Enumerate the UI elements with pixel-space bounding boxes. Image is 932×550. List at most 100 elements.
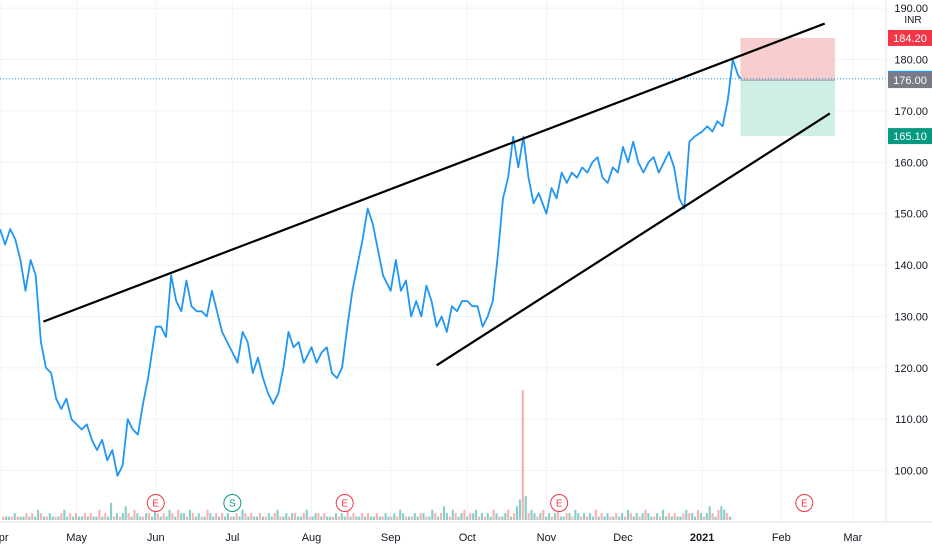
- price-series-line[interactable]: [0, 58, 742, 477]
- position-box[interactable]: [740, 37, 835, 137]
- volume-bar: [241, 509, 244, 520]
- volume-bar: [548, 513, 551, 520]
- volume-bar: [221, 513, 224, 520]
- event-marker[interactable]: E: [146, 494, 165, 512]
- volume-bar: [77, 516, 81, 520]
- volume-bar: [577, 513, 580, 520]
- volume-bar: [521, 390, 524, 520]
- volume-bar: [688, 513, 691, 520]
- volume-bar: [504, 513, 507, 520]
- volume-bar: [594, 509, 597, 520]
- volume-bar: [340, 513, 343, 520]
- volume-bar: [112, 516, 116, 520]
- price-tag-bg: [888, 29, 932, 46]
- volume-bar: [98, 509, 101, 520]
- volume-bar: [574, 509, 577, 520]
- x-tick-label: May: [66, 532, 87, 544]
- volume-bar: [51, 516, 54, 520]
- volume-bar: [200, 516, 203, 520]
- volume-bar: [539, 513, 542, 520]
- volume-bar: [323, 513, 326, 520]
- trendline-layer[interactable]: [43, 22, 831, 367]
- take-profit-zone[interactable]: [740, 80, 835, 137]
- grid-layer: [0, 0, 886, 522]
- volume-bar: [524, 496, 527, 520]
- volume-bar: [361, 513, 364, 520]
- time-axis[interactable]: Apr May Jun Jul Aug Sep Oct Nov Dec 2021 Feb Mar: [0, 521, 932, 544]
- volume-bar: [288, 516, 291, 520]
- volume-bar: [659, 516, 662, 520]
- event-marker[interactable]: E: [335, 494, 354, 512]
- volume-bar: [638, 516, 641, 520]
- volume-bar: [550, 516, 554, 520]
- volume-bar: [150, 516, 154, 520]
- volume-bar: [194, 516, 197, 520]
- volume-bar: [661, 509, 665, 520]
- volume-bar: [83, 513, 86, 520]
- volume-bar: [647, 513, 650, 520]
- volume-bar: [337, 516, 340, 520]
- volume-bar: [308, 516, 311, 520]
- price-axis[interactable]: INR 100.00 110.00 120.00 130.00 140.00 150.00…: [885, 0, 928, 522]
- event-marker[interactable]: S: [223, 494, 242, 512]
- price-tag: 176.00: [888, 72, 932, 89]
- volume-bar: [80, 516, 83, 520]
- y-tick-label: 140.00: [894, 260, 928, 272]
- volume-bar: [513, 513, 516, 520]
- stop-loss-zone[interactable]: [740, 37, 835, 81]
- price-tag-label: 176.00: [893, 75, 927, 87]
- event-label: E: [341, 499, 348, 510]
- volume-bar: [142, 516, 145, 520]
- volume-bar: [270, 516, 273, 520]
- y-tick-label: 160.00: [894, 157, 928, 169]
- volume-bar: [565, 513, 568, 520]
- event-marker[interactable]: E: [795, 494, 814, 512]
- volume-bar: [25, 513, 28, 520]
- volume-bar: [276, 509, 279, 520]
- trendline-lower[interactable]: [436, 112, 831, 367]
- volume-bar: [515, 506, 519, 520]
- volume-bar: [238, 516, 241, 520]
- volume-bar: [4, 516, 8, 520]
- volume-bar: [69, 513, 72, 520]
- volume-bar: [404, 516, 408, 520]
- volume-bar: [95, 516, 98, 520]
- volume-bar: [495, 513, 498, 520]
- y-tick-label: 170.00: [894, 106, 928, 118]
- y-tick-label: 130.00: [894, 311, 928, 323]
- volume-bar: [501, 516, 504, 520]
- price-tag: 184.20: [888, 29, 932, 46]
- y-tick-label: 150.00: [894, 209, 928, 221]
- volume-bar: [39, 513, 43, 520]
- volume-bar: [48, 513, 51, 520]
- volume-bar: [86, 516, 89, 520]
- volume-bar: [460, 513, 463, 520]
- volume-bar: [110, 502, 113, 520]
- volume-bar: [673, 513, 676, 520]
- volume-bar: [463, 509, 466, 520]
- y-tick-label: 110.00: [895, 414, 928, 426]
- volume-bar: [600, 513, 603, 520]
- volume-bar: [428, 516, 431, 520]
- volume-bar: [580, 516, 583, 520]
- volume-bar: [253, 516, 256, 520]
- price-tag-label: 165.10: [893, 131, 927, 143]
- volume-bar: [159, 516, 162, 520]
- price-tag-bg: [888, 72, 932, 89]
- volume-bar: [296, 516, 300, 520]
- volume-bar: [477, 516, 481, 520]
- x-tick-label: Nov: [537, 532, 557, 544]
- volume-bar: [387, 516, 390, 520]
- y-tick-label: 190.00: [894, 3, 928, 15]
- event-circle: [550, 494, 569, 512]
- event-marker[interactable]: E: [550, 494, 569, 512]
- volume-bar: [626, 509, 629, 520]
- volume-bar: [343, 516, 346, 520]
- volume-bar: [536, 516, 539, 520]
- trendline-upper[interactable]: [43, 22, 826, 323]
- y-tick-label: 100.00: [894, 466, 928, 478]
